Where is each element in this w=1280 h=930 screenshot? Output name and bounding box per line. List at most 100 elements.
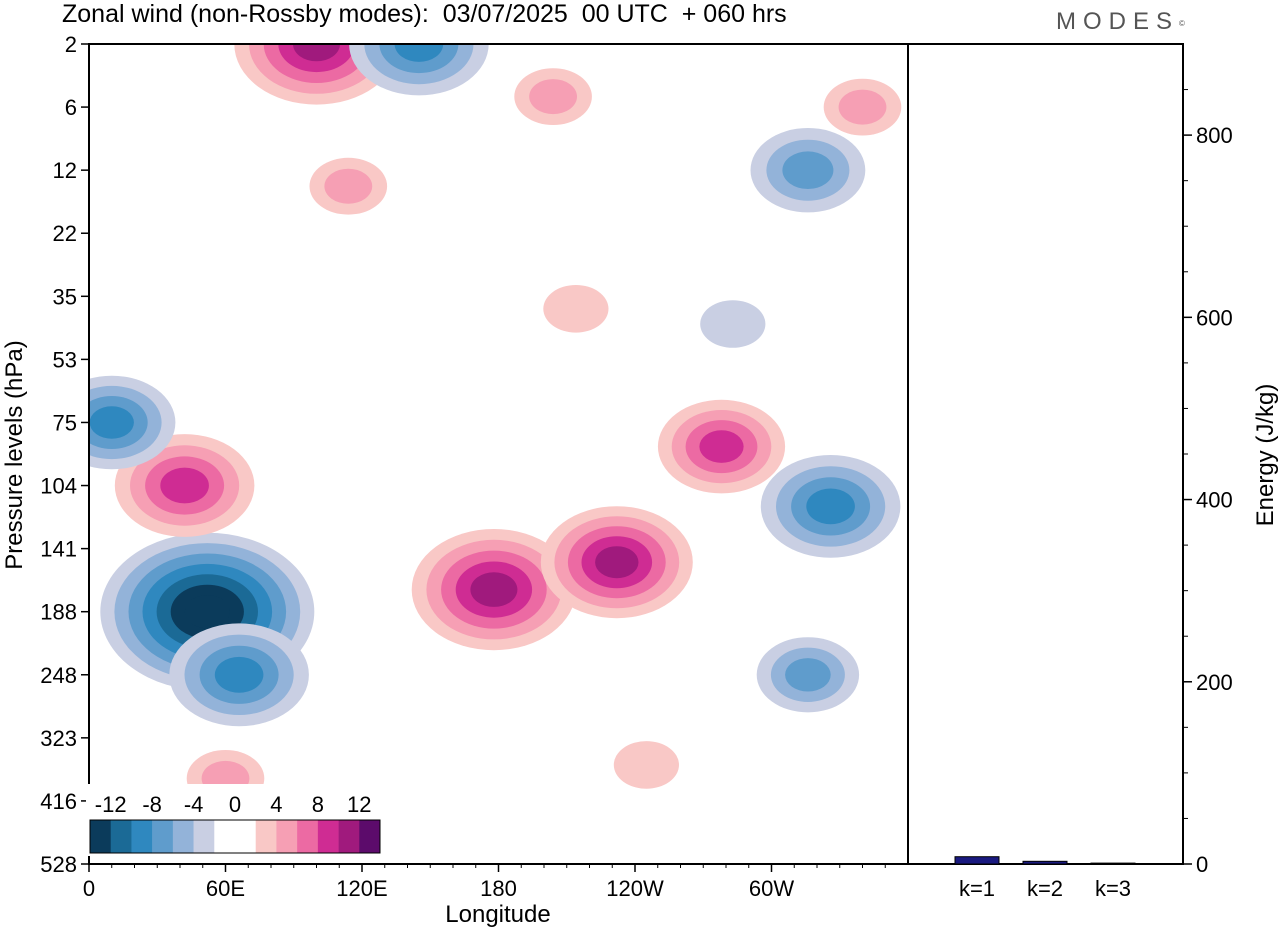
bar-category-label: k=3 [1095,876,1131,901]
heatmap-contour [838,89,887,125]
heatmap-feature [540,506,693,619]
heatmap-feature [700,300,766,348]
colorbar-label: 4 [270,792,282,817]
x-tick-label: 0 [83,876,95,901]
heatmap-contour [700,300,766,348]
x-tick-label: 60E [206,876,245,901]
colorbar-label: 0 [229,792,241,817]
y-tick-label: 75 [53,410,77,435]
heatmap-contour [782,151,834,189]
y-tick-label: 104 [40,474,77,499]
colorbar-swatch [214,820,236,853]
x-axis: 0 60E 120E 180 120W 60W [83,864,886,901]
y-tick-label: 2 [65,32,77,57]
heatmap-contour [543,285,609,333]
heatmap-contour [184,595,230,629]
heatmap-contour [470,572,518,607]
heatmap-feature [234,44,399,105]
colorbar-border [89,819,381,854]
colorbar-label: 12 [347,792,371,817]
colorbar-label: -12 [95,792,127,817]
heatmap-contour [699,430,744,463]
colorbar-label: 8 [312,792,324,817]
y-tick-label: 141 [40,537,77,562]
heatmap-feature [750,128,866,213]
colorbar-swatch [359,820,381,853]
x-tick-label: 120E [336,876,387,901]
heatmap-feature [613,741,680,789]
plot-frames [88,43,1184,865]
energy-tick-label: 400 [1196,488,1233,513]
heatmap-contour [160,467,209,504]
energy-axis-label: Energy (J/kg) [1252,384,1279,527]
heatmap-contour [293,44,340,62]
heatmap-field [89,44,902,807]
brand-name: MODES [1056,8,1180,35]
heatmap-feature [657,399,786,494]
heatmap-feature [823,78,902,136]
colorbar-label: -4 [184,792,204,817]
heatmap-feature [411,529,577,651]
colorbar-swatch [172,820,194,853]
y-axis-label: Pressure levels (hPa) [1,340,28,569]
energy-tick-label: 200 [1196,670,1233,695]
heatmap-contour [89,406,134,439]
heatmap-feature [760,455,901,558]
colorbar-swatch [90,820,112,853]
heatmap-contour [595,546,639,579]
heatmap-contour [214,656,264,693]
colorbar-swatch [255,820,277,853]
colorbar-swatch [235,820,257,853]
y-tick-label: 528 [40,852,77,877]
heatmap-contour [394,44,444,62]
heatmap-contour [324,168,373,204]
heatmap-feature [349,44,489,96]
energy-axis: 0 200 400 600 800 [1183,89,1233,877]
colorbar-swatch [152,820,174,853]
colorbar-swatch [131,820,153,853]
energy-tick-label: 800 [1196,123,1233,148]
heatmap-feature [756,637,860,713]
heatmap-contour [785,658,831,692]
energy-tick-label: 0 [1196,852,1208,877]
x-tick-label: 120W [606,876,664,901]
y-tick-label: 12 [53,158,77,183]
colorbar-label: -8 [142,792,162,817]
colorbar-swatch [297,820,319,853]
heatmap-feature [514,68,592,125]
colorbar-swatch [110,820,132,853]
y-tick-label: 22 [53,221,77,246]
heatmap-feature [169,623,309,727]
colorbar-swatch [317,820,339,853]
energy-tick-label: 600 [1196,305,1233,330]
colorbar: -12 -8 -4 0 4 8 12 [86,784,384,856]
x-tick-label: 60W [749,876,794,901]
bar-category-label: k=1 [959,876,995,901]
y-tick-label: 35 [53,284,77,309]
y-tick-label: 248 [40,663,77,688]
heatmap-feature [309,157,388,215]
colorbar-swatch [193,820,215,853]
brand-mark: © [1179,19,1185,28]
heatmap-contour [529,79,577,115]
colorbar-swatch [338,820,360,853]
y-tick-label: 6 [65,95,77,120]
colorbar-swatch [276,820,298,853]
heatmap-feature [543,285,609,333]
heatmap-feature [89,375,176,470]
y-axis: 2 6 12 22 35 53 75 104 141 188 248 323 416 528 [40,32,89,877]
energy-bar [1090,862,1136,865]
y-tick-label: 416 [40,789,77,814]
brand-logo: MODES© [1056,8,1185,36]
y-tick-label: 53 [53,347,77,372]
energy-bars: k=1 k=2 k=3 [954,856,1136,901]
x-axis-label: Longitude [445,901,550,928]
heatmap-contour [806,488,855,525]
energy-bar [954,856,1000,865]
bar-frame [907,43,1184,865]
heatmap-contour [613,741,680,789]
bar-category-label: k=2 [1027,876,1063,901]
y-tick-label: 323 [40,726,77,751]
energy-bar [1022,860,1068,865]
